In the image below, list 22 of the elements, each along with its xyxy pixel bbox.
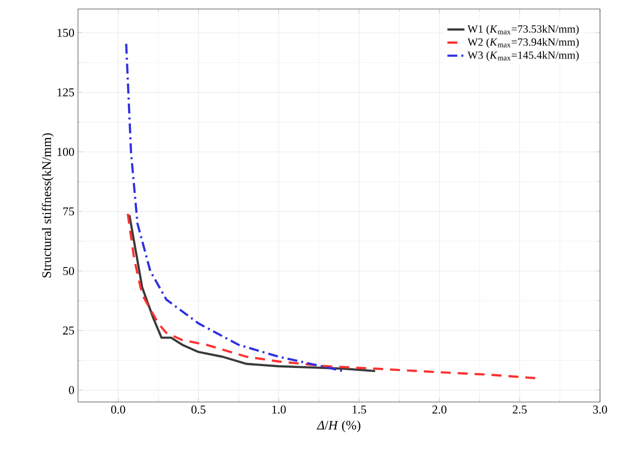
y-tick-label: 0 <box>68 386 74 394</box>
line-series <box>126 212 537 380</box>
x-tick-label: 2.5 <box>512 406 527 414</box>
y-tick-label: 100 <box>58 148 74 156</box>
y-tick-label: 75 <box>63 207 74 216</box>
y-tick-label: 125 <box>58 88 74 96</box>
line-series <box>128 214 376 372</box>
x-tick-label: 2.0 <box>432 406 446 414</box>
x-axis-title: Δ/H (%) <box>316 420 360 432</box>
x-tick-label: 0.5 <box>191 406 206 414</box>
y-tick-label: 50 <box>63 266 74 276</box>
y-axis-title: Structural stiffness(kN/mm) <box>42 133 54 278</box>
line-series <box>125 42 344 372</box>
x-tick-label: 1.5 <box>352 406 366 414</box>
legend-label: W2 (K$_{max}$=73.94kN/mm) <box>468 38 579 48</box>
x-tick-label: 3.0 <box>593 406 608 414</box>
legend-label: W3 (K$_{max}$=145.4kN/mm) <box>468 51 579 62</box>
legend-label: W1 (K$_{max}$=73.53kN/mm) <box>468 24 579 35</box>
y-tick-label: 25 <box>63 326 74 335</box>
x-tick-label: 1.0 <box>272 406 286 414</box>
y-tick-label: 150 <box>58 28 74 37</box>
x-tick-label: 0.0 <box>111 406 126 414</box>
